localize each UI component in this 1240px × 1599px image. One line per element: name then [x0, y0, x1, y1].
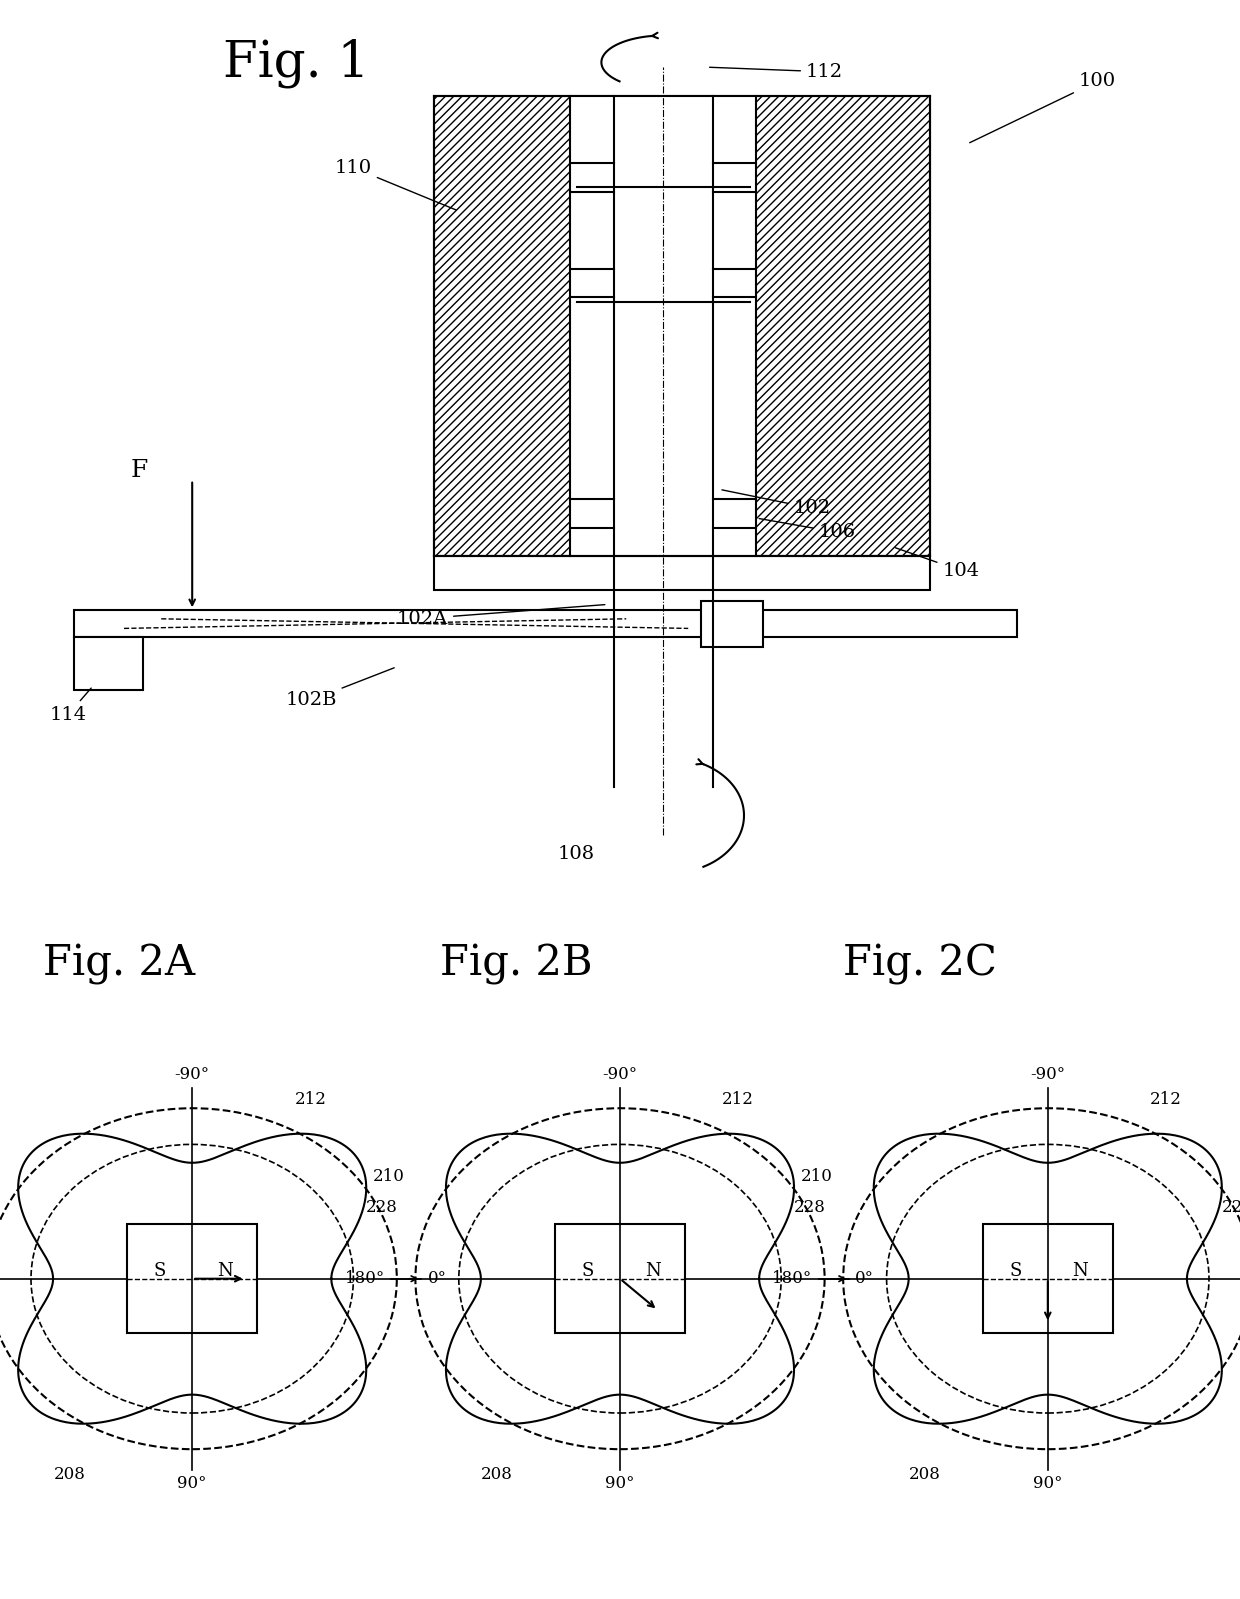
- Text: 228: 228: [366, 1199, 398, 1215]
- Text: 228: 228: [794, 1199, 826, 1215]
- Text: 210: 210: [373, 1167, 405, 1185]
- Bar: [126, 1225, 258, 1334]
- Text: 106: 106: [759, 518, 856, 542]
- Bar: [570, 96, 756, 556]
- Bar: [701, 601, 763, 646]
- Text: 108: 108: [558, 844, 595, 863]
- Bar: [434, 96, 930, 556]
- Bar: [434, 556, 930, 590]
- Text: N: N: [645, 1262, 661, 1279]
- Text: 112: 112: [709, 62, 843, 82]
- Text: 114: 114: [50, 688, 92, 724]
- Text: Fig. 2B: Fig. 2B: [440, 943, 593, 985]
- Text: S: S: [1009, 1262, 1022, 1279]
- Text: Fig. 1: Fig. 1: [223, 38, 370, 88]
- Text: 90°: 90°: [1033, 1474, 1063, 1492]
- Text: N: N: [1073, 1262, 1089, 1279]
- Text: 210: 210: [801, 1167, 833, 1185]
- Text: 180°: 180°: [773, 1270, 812, 1287]
- Text: 212: 212: [295, 1091, 326, 1108]
- Text: 102: 102: [722, 489, 831, 518]
- Text: S: S: [582, 1262, 594, 1279]
- Text: 102A: 102A: [397, 604, 605, 628]
- Text: 0°: 0°: [856, 1270, 874, 1287]
- Bar: [74, 611, 1017, 636]
- Bar: [982, 1225, 1112, 1334]
- Bar: [74, 636, 143, 689]
- Text: 104: 104: [895, 548, 980, 580]
- Text: 0°: 0°: [428, 1270, 446, 1287]
- Text: 208: 208: [481, 1466, 513, 1484]
- Text: -90°: -90°: [1030, 1065, 1065, 1083]
- Text: 110: 110: [335, 158, 456, 209]
- Text: F: F: [130, 459, 148, 481]
- Text: 208: 208: [53, 1466, 86, 1484]
- Text: 90°: 90°: [605, 1474, 635, 1492]
- Text: 208: 208: [909, 1466, 941, 1484]
- Text: 212: 212: [722, 1091, 754, 1108]
- Text: 102B: 102B: [285, 668, 394, 710]
- Text: -90°: -90°: [175, 1065, 210, 1083]
- Text: Fig. 2C: Fig. 2C: [843, 943, 997, 985]
- Text: 228: 228: [1221, 1199, 1240, 1215]
- Bar: [556, 1225, 684, 1334]
- Text: Fig. 2A: Fig. 2A: [43, 943, 196, 985]
- Text: N: N: [217, 1262, 233, 1279]
- Text: 212: 212: [1149, 1091, 1182, 1108]
- Text: 90°: 90°: [177, 1474, 207, 1492]
- Text: -90°: -90°: [603, 1065, 637, 1083]
- Text: 100: 100: [970, 72, 1116, 142]
- Text: 180°: 180°: [345, 1270, 384, 1287]
- Text: S: S: [154, 1262, 166, 1279]
